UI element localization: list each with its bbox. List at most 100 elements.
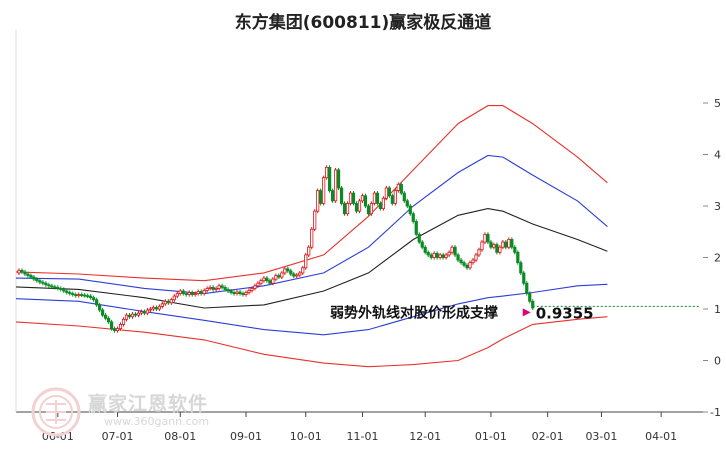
candle-body: [342, 203, 347, 215]
candle-body: [214, 287, 218, 290]
chart-title: 东方集团(600811)赢家极反通道: [234, 13, 492, 33]
series-upper-mid: [15, 154, 608, 295]
candle-body: [124, 314, 129, 320]
candle-body: [363, 195, 368, 207]
candle-body: [426, 251, 430, 256]
candle-body: [184, 293, 188, 295]
candle-body: [444, 254, 448, 258]
candle-body: [438, 254, 442, 258]
series-lower-mid: [15, 283, 608, 336]
candle-body: [92, 297, 96, 301]
x-tick-label: 01-01: [475, 430, 507, 443]
candle-body: [160, 303, 164, 307]
candle-body: [351, 192, 356, 204]
series-lower-band: [15, 316, 608, 368]
candle-body: [130, 313, 135, 318]
candle-body: [447, 251, 451, 256]
candle-body: [369, 203, 374, 215]
candle-body: [402, 192, 406, 202]
candle-body: [199, 291, 203, 294]
candle-body: [283, 268, 287, 274]
candle-body: [205, 287, 209, 291]
annotation-arrow-head-icon: [522, 308, 531, 317]
candle-body: [483, 233, 487, 243]
candle-body: [336, 169, 341, 189]
candle-body: [86, 295, 90, 298]
candle-body: [271, 278, 275, 284]
candle-body: [375, 192, 380, 204]
candle-body: [307, 246, 311, 256]
candle-body: [187, 292, 191, 295]
candle-body: [80, 294, 84, 296]
candle-body: [41, 281, 45, 284]
candle-body: [477, 249, 481, 256]
candle-body: [345, 203, 350, 215]
candle-body: [372, 192, 377, 204]
candle-body: [319, 190, 323, 204]
candle-body: [166, 300, 170, 304]
candle-body: [495, 244, 499, 253]
candle-body: [169, 299, 173, 304]
candle-body: [253, 285, 257, 289]
candle-body: [38, 280, 42, 283]
candle-body: [148, 308, 153, 311]
candle-body: [247, 290, 251, 293]
candle-body: [405, 200, 409, 207]
candle-body: [504, 241, 508, 248]
x-tick-label: 09-01: [230, 430, 262, 443]
candle-body: [151, 307, 155, 310]
candle-body: [145, 309, 150, 314]
candle-body: [357, 200, 362, 212]
y-tick-label: 4: [714, 149, 721, 162]
candle-body: [17, 269, 21, 274]
candle-body: [411, 213, 415, 222]
candle-body: [259, 280, 263, 284]
candle-body: [316, 190, 320, 212]
candle-body: [109, 321, 114, 329]
candle-body: [244, 292, 248, 295]
candle-body: [381, 197, 385, 209]
candle-body: [513, 246, 517, 253]
x-tick-label: 02-01: [532, 430, 564, 443]
candle-body: [366, 205, 371, 215]
candle-body: [328, 166, 332, 191]
candle-body: [106, 317, 111, 323]
candle-body: [163, 300, 167, 305]
candle-body: [208, 286, 212, 289]
candle-body: [142, 311, 147, 314]
candle-body: [393, 190, 397, 204]
candle-body: [74, 294, 78, 297]
candle-body: [331, 190, 335, 202]
annotation-text: 弱势外轨线对股价形成支撑: [330, 304, 498, 321]
x-tick-label: 03-01: [585, 430, 617, 443]
candle-body: [298, 272, 302, 276]
candle-body: [112, 328, 117, 332]
candle-body: [47, 284, 51, 287]
candle-body: [238, 291, 242, 294]
candle-body: [474, 254, 478, 261]
y-tick-label: -1: [710, 406, 721, 419]
candle-body: [20, 269, 24, 273]
candle-body: [274, 275, 278, 280]
candle-body: [68, 292, 72, 294]
candle-body: [522, 272, 526, 284]
candle-body: [399, 183, 403, 194]
candle-body: [322, 177, 326, 204]
candle-body: [384, 187, 388, 199]
candle-body: [295, 274, 299, 277]
watermark-logo-icon: [31, 387, 81, 437]
candle-body: [516, 251, 520, 264]
candle-body: [360, 195, 365, 202]
candle-body: [286, 268, 290, 272]
candle-body: [489, 241, 493, 248]
candle-body: [465, 264, 469, 269]
candle-body: [498, 246, 502, 253]
candle-body: [35, 278, 39, 282]
candle-body: [157, 306, 161, 310]
candle-body: [462, 262, 466, 266]
candle-body: [193, 293, 197, 295]
candle-body: [95, 299, 99, 306]
candle-body: [456, 254, 460, 261]
candle-body: [232, 292, 236, 294]
candle-body: [471, 259, 475, 264]
